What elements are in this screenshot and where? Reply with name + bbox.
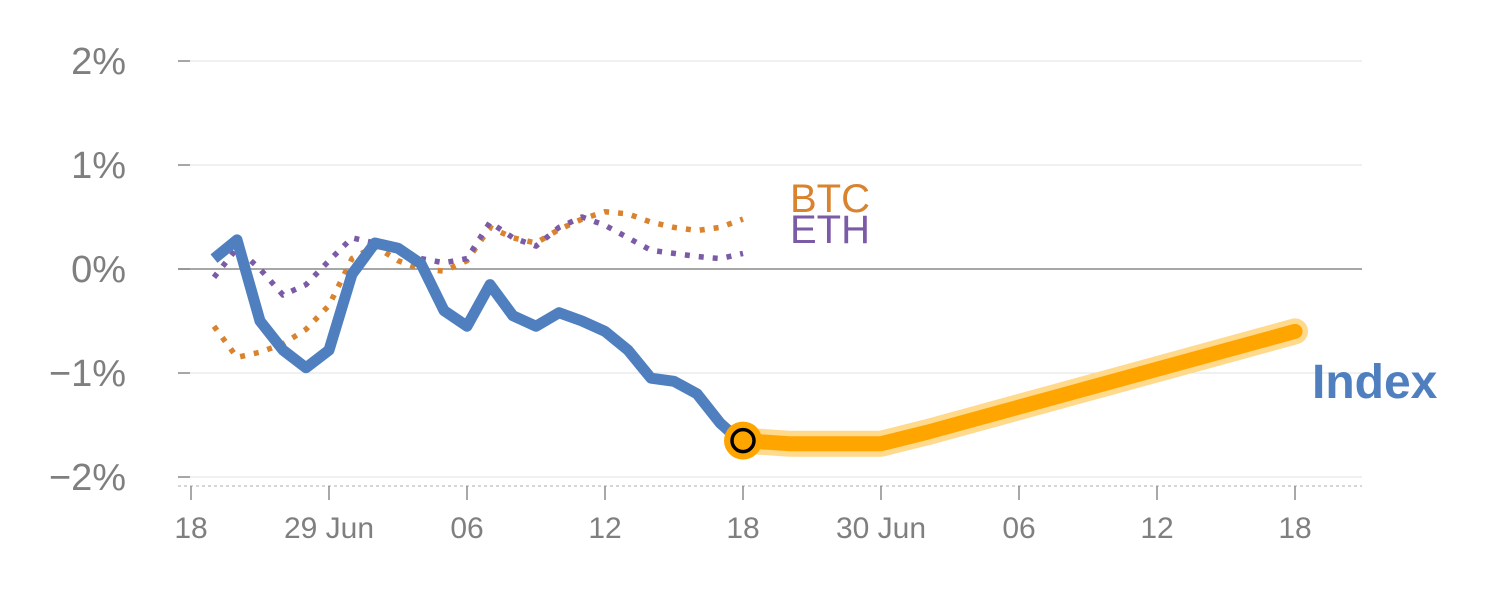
x-tick-label: 12 (588, 512, 621, 545)
x-axis: 18 29 Jun 06 12 18 30 Jun 06 12 18 (174, 485, 1362, 545)
index-series-line (210, 234, 747, 448)
x-tick-label: 12 (1140, 512, 1173, 545)
series-labels: BTC ETH Index (790, 177, 1438, 409)
y-tick-label: 0% (71, 249, 126, 291)
x-tick-label: 18 (1278, 512, 1311, 545)
y-axis: 2% 1% 0% −1% −2% (49, 41, 190, 499)
x-tick-label: 30 Jun (836, 512, 926, 545)
marker-layer (724, 421, 762, 460)
series-layer (210, 209, 1308, 457)
eth-label: ETH (790, 208, 870, 252)
y-tick-label: −1% (49, 353, 126, 395)
index-forecast-series-line (735, 323, 1303, 452)
eth-series-line (211, 214, 744, 298)
index-label: Index (1312, 356, 1438, 409)
btc-series-line (211, 209, 744, 361)
btc-label: BTC (790, 177, 870, 221)
x-tick-label: 06 (1002, 512, 1035, 545)
y-tick-label: 2% (71, 41, 126, 83)
x-tick-label: 18 (726, 512, 759, 545)
x-tick-label: 29 Jun (284, 512, 374, 545)
y-tick-label: −2% (49, 457, 126, 499)
x-tick-label: 18 (174, 512, 207, 545)
current-value-marker (730, 427, 756, 454)
x-tick-label: 06 (450, 512, 483, 545)
y-tick-label: 1% (71, 145, 126, 187)
